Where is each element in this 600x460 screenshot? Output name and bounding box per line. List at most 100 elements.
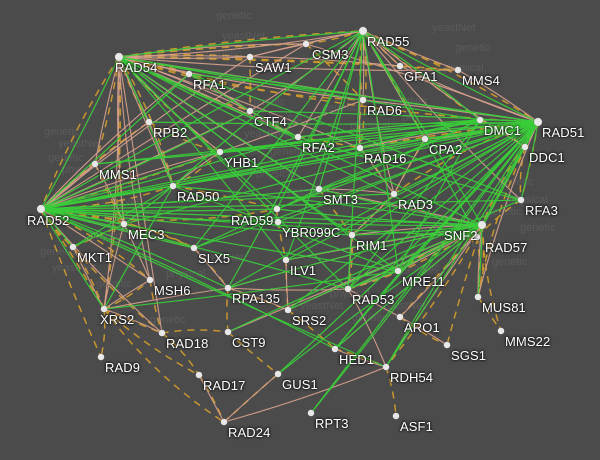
edge-RPA135-RAD53 bbox=[227, 287, 349, 291]
edge-RFA3-RAD57 bbox=[476, 199, 522, 238]
graph-node-rad59[interactable] bbox=[273, 205, 281, 213]
edge-RDH54-RAD51 bbox=[385, 121, 539, 368]
graph-node-msh6[interactable] bbox=[146, 276, 154, 284]
graph-node-asf1[interactable] bbox=[392, 412, 400, 420]
edge-RAD51-RPT3 bbox=[310, 121, 539, 414]
graph-node-rad50[interactable] bbox=[169, 182, 177, 190]
graph-node-aro1[interactable] bbox=[396, 313, 404, 321]
edge-RAD55-MRE11 bbox=[362, 30, 399, 272]
edge-RAD55-RAD51 bbox=[362, 30, 539, 123]
graph-node-xrs2[interactable] bbox=[100, 305, 108, 313]
graph-node-rfa2[interactable] bbox=[294, 133, 302, 141]
graph-node-mre11[interactable] bbox=[394, 267, 402, 275]
graph-node-rad17[interactable] bbox=[195, 371, 203, 379]
graph-node-rad51[interactable] bbox=[533, 117, 543, 127]
graph-node-snf2[interactable] bbox=[477, 220, 487, 230]
edge-RAD54-XRS2 bbox=[103, 56, 120, 310]
graph-node-dmc1[interactable] bbox=[476, 116, 484, 124]
graph-node-saw1[interactable] bbox=[246, 53, 254, 61]
graph-node-cpa2[interactable] bbox=[421, 135, 429, 143]
edge-DDC1-RFA3 bbox=[519, 146, 526, 201]
edge-RAD52-RDH54 bbox=[40, 208, 387, 368]
edge-RAD55-RFA2 bbox=[297, 30, 364, 138]
graph-node-mkt1[interactable] bbox=[69, 243, 77, 251]
graph-node-rad6[interactable] bbox=[359, 96, 367, 104]
edge-RAD54-RAD55 bbox=[118, 30, 364, 58]
edge-RAD54-RFA2 bbox=[118, 56, 299, 138]
graph-node-srs2[interactable] bbox=[284, 306, 292, 314]
edge-RAD55-RAD50 bbox=[172, 30, 364, 187]
graph-node-rad16[interactable] bbox=[356, 144, 364, 152]
edge-XRS2-RAD18 bbox=[103, 308, 163, 334]
graph-node-ctf4[interactable] bbox=[246, 107, 254, 115]
graph-node-rfa1[interactable] bbox=[185, 70, 193, 78]
graph-node-rfa3[interactable] bbox=[517, 196, 525, 204]
edge-RAD54-RAD6 bbox=[118, 56, 364, 101]
graph-node-mus81[interactable] bbox=[474, 293, 482, 301]
graph-node-gfa1[interactable] bbox=[396, 62, 404, 70]
edge-RAD52-DMC1 bbox=[40, 119, 481, 210]
graph-node-yhb1[interactable] bbox=[216, 148, 224, 156]
graph-node-gus1[interactable] bbox=[274, 370, 282, 378]
edge-RAD54-RAD57 bbox=[118, 56, 478, 238]
edge-RAD51-MEC3 bbox=[123, 121, 539, 225]
edge-RAD52-SLX5 bbox=[40, 208, 195, 249]
graph-node-rad55[interactable] bbox=[358, 26, 368, 36]
edge-RAD51-RAD53 bbox=[347, 121, 539, 290]
edge-RAD50-MEC3 bbox=[123, 185, 174, 225]
edge-RAD54-SAW1 bbox=[118, 56, 251, 59]
edge-RAD55-DDC1 bbox=[362, 30, 526, 148]
edge-SRS2-HED1 bbox=[287, 309, 336, 350]
edge-MMS1-MEC3 bbox=[94, 163, 125, 225]
graph-node-rad9[interactable] bbox=[97, 353, 105, 361]
edge-RAD55-DMC1 bbox=[362, 30, 481, 121]
edge-XRS2-MKT1 bbox=[72, 246, 105, 310]
edge-DMC1-MRE11 bbox=[397, 119, 481, 272]
edge-SNF2-HED1 bbox=[334, 224, 483, 350]
edge-RAD52-RAD54 bbox=[40, 56, 120, 210]
edge-MRE11-RAD50 bbox=[172, 185, 399, 272]
graph-node-hed1[interactable] bbox=[331, 345, 339, 353]
edge-SLX5-RPA135 bbox=[193, 247, 229, 289]
edge-ILV1-SRS2 bbox=[285, 259, 289, 311]
edge-CST9-GUS1 bbox=[227, 331, 279, 375]
graph-node-ilv1[interactable] bbox=[282, 256, 290, 264]
edge-XRS2-RAD9 bbox=[100, 308, 106, 358]
edge-DMC1-MMS1 bbox=[94, 119, 481, 165]
graph-node-rim1[interactable] bbox=[348, 231, 356, 239]
edge-MKT1-MEC3 bbox=[72, 223, 125, 248]
graph-node-rad3[interactable] bbox=[390, 190, 398, 198]
graph-node-smt3[interactable] bbox=[315, 185, 323, 193]
edge-RAD51-RAD55 bbox=[362, 30, 539, 123]
graph-node-rad53[interactable] bbox=[344, 285, 352, 293]
graph-node-rpa135[interactable] bbox=[224, 284, 232, 292]
graph-node-rad57[interactable] bbox=[473, 233, 481, 241]
graph-node-slx5[interactable] bbox=[190, 244, 198, 252]
graph-node-cst9[interactable] bbox=[224, 328, 232, 336]
graph-node-rdh54[interactable] bbox=[382, 363, 390, 371]
edge-ARO1-SGS1 bbox=[399, 316, 448, 346]
edge-RAD52-YHB1 bbox=[40, 151, 221, 210]
graph-node-ybr099c[interactable] bbox=[274, 218, 282, 226]
graph-node-sgs1[interactable] bbox=[443, 341, 451, 349]
graph-node-rad18[interactable] bbox=[158, 329, 166, 337]
edge-RAD55-RAD6 bbox=[362, 30, 365, 101]
graph-node-mms1[interactable] bbox=[91, 160, 99, 168]
graph-node-rpb2[interactable] bbox=[145, 118, 153, 126]
edge-RAD54-DMC1 bbox=[118, 56, 481, 121]
edge-SNF2-RAD50 bbox=[172, 185, 483, 226]
graph-node-ddc1[interactable] bbox=[521, 143, 529, 151]
edge-RAD51-SMT3 bbox=[318, 121, 539, 190]
graph-node-mms22[interactable] bbox=[497, 327, 505, 335]
graph-node-rad24[interactable] bbox=[220, 418, 228, 426]
graph-node-csm3[interactable] bbox=[302, 40, 310, 48]
edge-SAW1-CSM3 bbox=[249, 43, 307, 58]
graph-node-rad54[interactable] bbox=[114, 52, 124, 62]
graph-node-rpt3[interactable] bbox=[307, 409, 315, 417]
graph-node-rad52[interactable] bbox=[36, 204, 46, 214]
graph-node-mms4[interactable] bbox=[454, 66, 462, 74]
edge-RPA135-SRS2 bbox=[227, 287, 289, 311]
edge-RAD50-XRS2 bbox=[103, 185, 174, 310]
graph-node-mec3[interactable] bbox=[120, 220, 128, 228]
